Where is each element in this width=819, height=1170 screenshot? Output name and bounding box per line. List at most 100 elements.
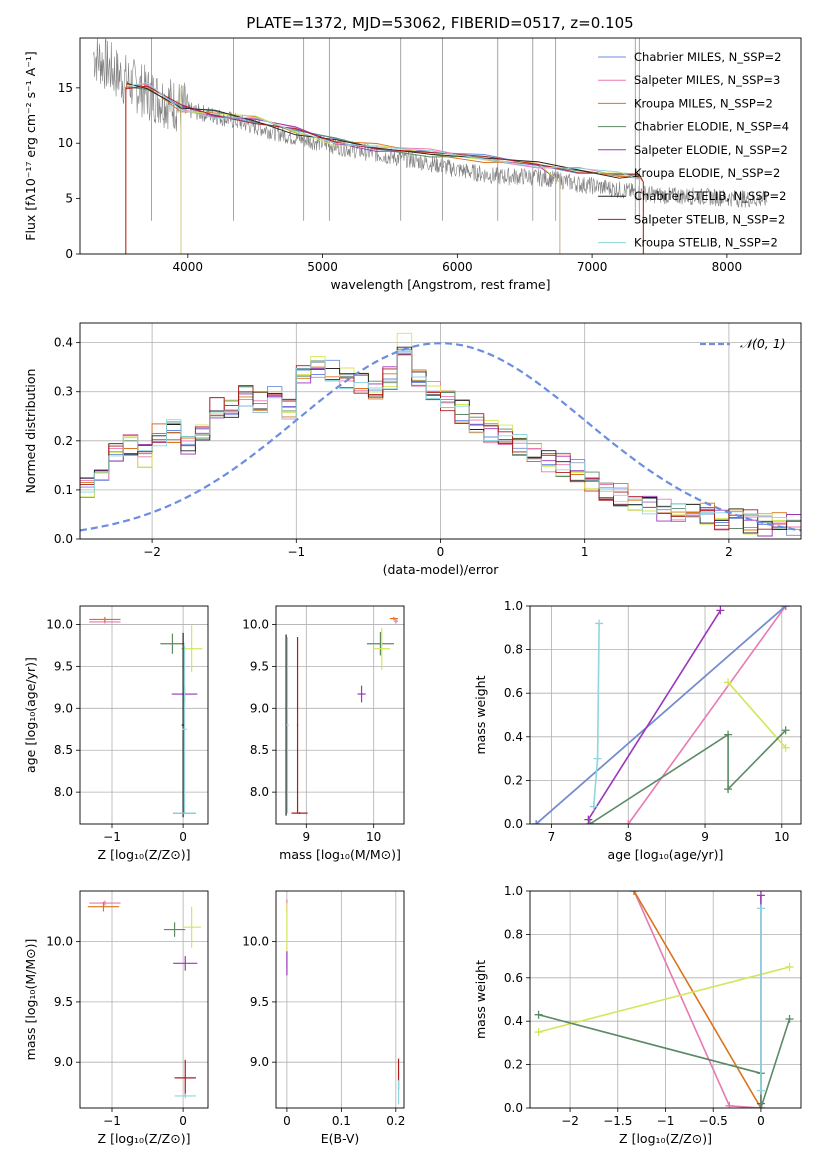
x-tick-label: 2 [725, 545, 733, 559]
panel-mass_vs_ebv: 0 0.1 0.2 9.0 9.5 10.0 E(B-V) [242, 890, 405, 1146]
y-tick-label: 10.0 [242, 935, 269, 949]
x-axis-label: Z [log₁₀(Z/Z⊙)] [98, 1131, 191, 1146]
weight-line-kroupa_stelib [592, 623, 600, 807]
axes-frame [529, 605, 802, 825]
y-tick-label: 0.4 [504, 1014, 523, 1028]
weight-line-salpeter_elodie [587, 609, 722, 821]
x-tick-label: 10 [774, 830, 789, 844]
y-tick-label: 1.0 [504, 884, 523, 898]
histogram-salpeter_stelib [80, 353, 801, 539]
plot-area [93, 38, 768, 254]
x-axis-label: (data-model)/error [383, 562, 500, 577]
weight-line-kroupa_miles [633, 891, 762, 1108]
plot-area [285, 616, 398, 816]
x-axis-label: Z [log₁₀(Z/Z⊙)] [619, 1131, 712, 1146]
plot-area [80, 332, 801, 539]
y-tick-label: 0.2 [54, 434, 73, 448]
y-axis-label: mass [log₁₀(M/M⊙)] [23, 939, 38, 1061]
x-tick-label: −2 [143, 545, 161, 559]
model-line-chabrier_miles [127, 85, 640, 179]
weight-marker-kroupa_elodie [534, 1028, 543, 1037]
panel-weight_vs_age: 7 8 9 10 0.0 0.2 0.4 0.6 0.8 1.0 age [log₁₀(age/yr… [473, 599, 802, 862]
weight-line-chabrier_miles [535, 606, 787, 824]
weight-marker-salpeter_elodie [716, 606, 725, 615]
x-tick-label: −0.5 [699, 1114, 728, 1128]
x-tick-label: −1.5 [603, 1114, 632, 1128]
plot-area [89, 616, 203, 818]
y-tick-label: 9.5 [250, 995, 269, 1009]
model-line-chabrier_stelib [127, 82, 640, 179]
x-tick-label: 6000 [442, 260, 473, 274]
y-tick-label: 0.4 [504, 730, 523, 744]
histogram-kroupa_stelib [80, 349, 801, 539]
axes-frame [79, 605, 209, 825]
panel-age_vs_mass: 9 10 8.0 8.5 9.0 9.5 10.0 mass [log₁₀(M/M⊙)] [242, 605, 405, 862]
plot-area [534, 891, 794, 1108]
weight-marker-chabrier_elodie [785, 1015, 794, 1024]
weight-marker-kroupa_stelib [589, 802, 598, 811]
x-tick-label: 4000 [173, 260, 204, 274]
x-tick-label: 8 [624, 830, 632, 844]
y-axis-label: Flux [fλ10⁻¹⁷ erg cm⁻² s⁻¹ A⁻¹] [23, 51, 38, 240]
panel-weight_vs_Z: −2 −1.5 −1 −0.5 0 0.0 0.2 0.4 0.6 0.8 1.0 Z [log₁₀(… [473, 884, 802, 1146]
x-tick-label: 9 [701, 830, 709, 844]
legend-label-salpeter_elodie: Salpeter ELODIE, N_SSP=2 [634, 143, 788, 157]
x-tick-label: 5000 [307, 260, 338, 274]
weight-marker-salpeter_elodie [756, 891, 765, 900]
weight-marker-chabrier_elodie [585, 820, 594, 824]
y-tick-label: 9.5 [54, 659, 73, 673]
y-axis-label: age [log₁₀(age/yr)] [23, 657, 38, 773]
y-tick-label: 0.2 [504, 1058, 523, 1072]
x-tick-label: 1 [581, 545, 589, 559]
model-line-salpeter_miles [127, 83, 640, 180]
model-line-salpeter_elodie [180, 87, 561, 254]
y-tick-label: 0.3 [54, 385, 73, 399]
plot-area [87, 900, 201, 1099]
y-tick-label: 15 [58, 81, 73, 95]
weight-marker-kroupa_miles [630, 891, 639, 895]
legend-label-normal: 𝒩(0, 1) [740, 336, 786, 351]
observed-spectrum-line [93, 38, 768, 208]
x-tick-label: −1 [287, 545, 305, 559]
weight-marker-kroupa_elodie [724, 678, 733, 687]
y-tick-label: 10.0 [242, 617, 269, 631]
axes-frame [275, 605, 405, 825]
x-tick-label: 0 [179, 1114, 187, 1128]
y-tick-label: 9.5 [54, 995, 73, 1009]
weight-marker-chabrier_miles [532, 820, 541, 824]
legend-label-chabrier_elodie: Chabrier ELODIE, N_SSP=4 [634, 120, 789, 134]
legend-label-chabrier_stelib: Chabrier STELIB, N_SSP=2 [634, 189, 786, 203]
y-tick-label: 1.0 [504, 599, 523, 613]
weight-line-kroupa_elodie [727, 681, 787, 749]
weight-line-salpeter_miles [589, 606, 787, 824]
legend-label-salpeter_miles: Salpeter MILES, N_SSP=3 [634, 73, 780, 87]
y-tick-label: 0 [65, 247, 73, 261]
y-tick-label: 0.0 [54, 532, 73, 546]
x-tick-label: 9 [302, 830, 310, 844]
x-tick-label: −1 [103, 1114, 121, 1128]
x-tick-label: 0.1 [332, 1114, 351, 1128]
plot-area [532, 606, 790, 824]
y-tick-label: 10 [58, 136, 73, 150]
normal-curve [80, 342, 801, 532]
weight-line-kroupa_elodie [538, 966, 790, 1033]
model-line-chabrier_elodie [127, 86, 640, 176]
y-tick-label: 8.0 [250, 785, 269, 799]
weight-marker-salpeter_elodie [584, 815, 593, 824]
weight-marker-kroupa_elodie [785, 962, 794, 971]
weight-marker-chabrier_elodie [756, 1104, 765, 1108]
x-tick-label: 0 [179, 830, 187, 844]
y-tick-label: 8.5 [54, 743, 73, 757]
weight-marker-kroupa_stelib [593, 754, 602, 763]
y-tick-label: 10.0 [46, 935, 73, 949]
weight-marker-chabrier_elodie [724, 730, 733, 739]
panel-residuals: −2 −1 0 1 2 0.0 0.1 0.2 0.3 0.4 (data-model)/error… [23, 322, 802, 577]
y-tick-label: 8.5 [250, 743, 269, 757]
weight-line-chabrier_elodie [589, 729, 787, 824]
y-tick-label: 0.8 [504, 927, 523, 941]
x-tick-label: −2 [561, 1114, 579, 1128]
x-tick-label: −1 [657, 1114, 675, 1128]
legend-label-chabrier_miles: Chabrier MILES, N_SSP=2 [634, 50, 781, 64]
